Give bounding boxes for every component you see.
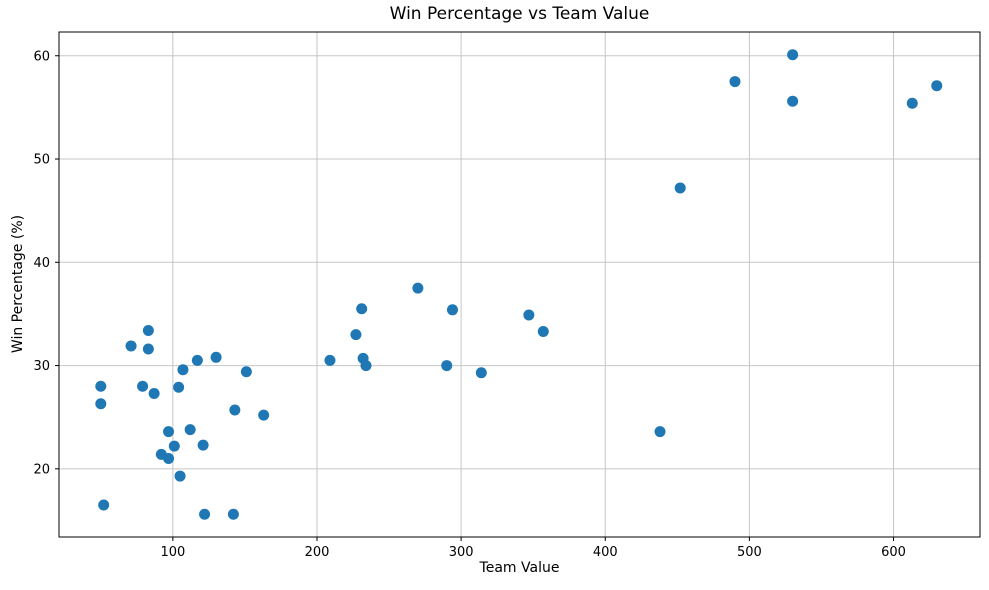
data-point xyxy=(674,182,686,194)
data-point xyxy=(174,470,186,482)
y-tick-label: 20 xyxy=(33,462,50,477)
data-point xyxy=(177,364,189,376)
data-point xyxy=(229,404,241,416)
data-point xyxy=(523,309,535,321)
data-point xyxy=(475,367,487,379)
x-tick-label: 600 xyxy=(881,545,906,560)
data-point xyxy=(98,499,110,511)
data-point xyxy=(191,354,203,366)
data-point xyxy=(654,426,666,438)
data-point xyxy=(148,387,160,399)
data-point xyxy=(125,340,137,352)
data-point xyxy=(446,304,458,316)
x-axis-label: Team Value xyxy=(479,560,560,576)
data-point xyxy=(163,426,175,438)
data-point xyxy=(142,324,154,336)
data-point xyxy=(360,360,372,372)
data-point xyxy=(142,343,154,355)
data-point xyxy=(350,329,362,341)
x-tick-label: 300 xyxy=(449,545,474,560)
data-point xyxy=(787,49,799,61)
data-point xyxy=(199,508,211,520)
data-point xyxy=(197,439,209,451)
data-point xyxy=(356,303,368,315)
plot-border xyxy=(58,31,981,538)
data-point xyxy=(95,398,107,410)
data-point xyxy=(137,380,149,392)
data-point xyxy=(412,282,424,294)
data-point xyxy=(163,453,175,465)
data-point xyxy=(240,366,252,378)
data-point xyxy=(324,354,336,366)
y-tick-label: 40 xyxy=(33,256,50,271)
y-tick-label: 50 xyxy=(33,153,50,168)
data-point xyxy=(184,424,196,436)
data-point xyxy=(729,76,741,88)
data-point xyxy=(168,440,180,452)
x-tick-label: 100 xyxy=(160,545,185,560)
y-tick-label: 60 xyxy=(33,49,50,64)
data-point xyxy=(537,325,549,337)
data-point xyxy=(210,351,222,363)
chart-title: Win Percentage vs Team Value xyxy=(389,4,650,24)
data-point xyxy=(931,80,943,92)
data-point xyxy=(906,97,918,109)
data-point xyxy=(173,381,185,393)
data-point xyxy=(787,95,799,107)
x-tick-label: 400 xyxy=(593,545,618,560)
y-tick-label: 30 xyxy=(33,359,50,374)
x-tick-label: 500 xyxy=(737,545,762,560)
data-point xyxy=(95,380,107,392)
data-point xyxy=(441,360,453,372)
data-point xyxy=(227,508,239,520)
x-tick-label: 200 xyxy=(305,545,330,560)
data-point xyxy=(258,409,270,421)
